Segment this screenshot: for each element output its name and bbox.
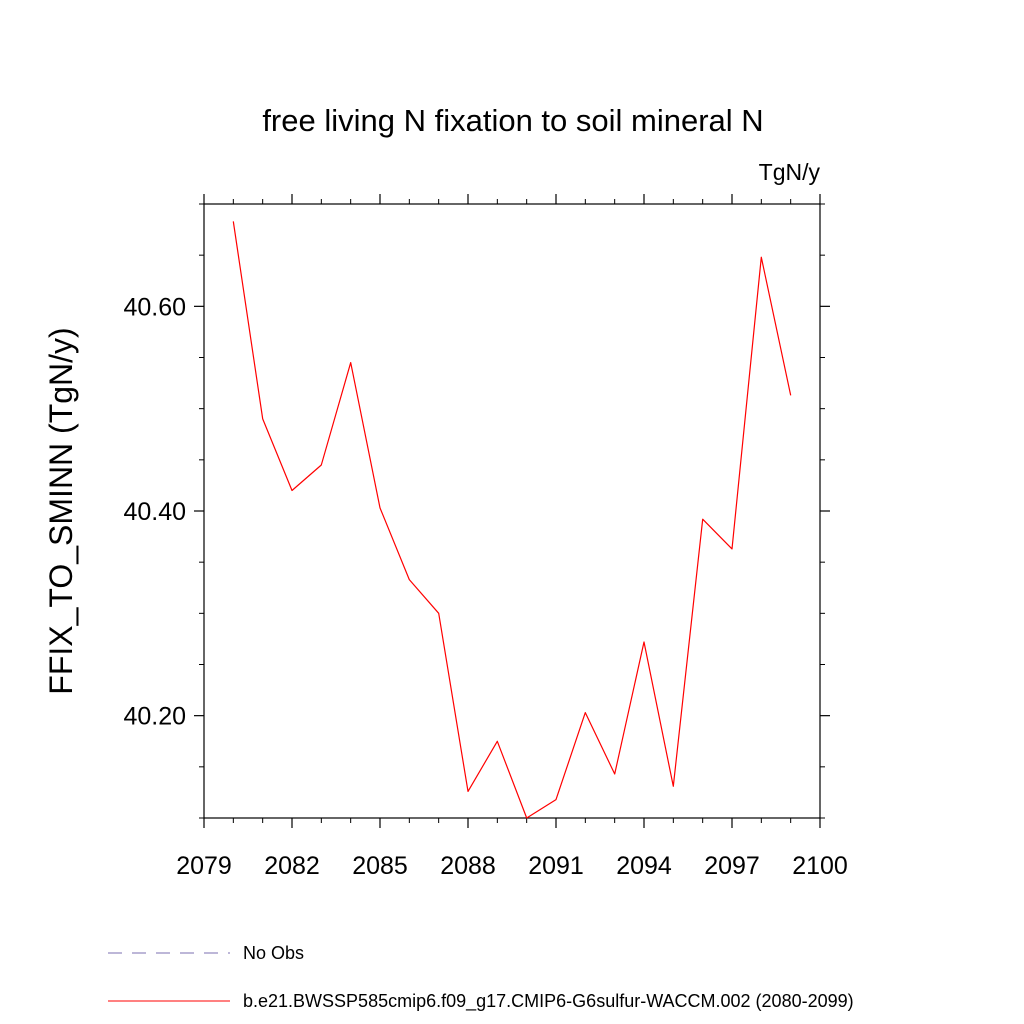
tick-labels: 2079 2082 2085 2088 2091 2094 2097 2100 40.20 40.… xyxy=(123,293,847,880)
x-tick-label: 2097 xyxy=(704,852,760,880)
units-label: TgN/y xyxy=(759,159,821,185)
x-tick-label: 2082 xyxy=(264,852,320,880)
series-group xyxy=(232,221,792,819)
x-tick-label: 2088 xyxy=(440,852,496,880)
axis-ticks xyxy=(194,194,830,828)
legend: No Obs b.e21.BWSSP585cmip6.f09_g17.CMIP6-… xyxy=(108,943,854,1012)
y-axis-label: FFIX_TO_SMINN (TgN/y) xyxy=(43,327,79,694)
legend-label: No Obs xyxy=(243,943,304,963)
legend-label: b.e21.BWSSP585cmip6.f09_g17.CMIP6-G6sulf… xyxy=(243,991,854,1012)
x-tick-label: 2091 xyxy=(528,852,584,880)
chart-title: free living N fixation to soil mineral N xyxy=(262,103,763,138)
y-tick-label: 40.40 xyxy=(123,498,186,526)
x-tick-label: 2079 xyxy=(176,852,232,880)
x-tick-label: 2100 xyxy=(792,852,848,880)
series-line xyxy=(232,221,792,819)
y-tick-label: 40.20 xyxy=(123,703,186,731)
x-tick-label: 2094 xyxy=(616,852,672,880)
x-tick-label: 2085 xyxy=(352,852,408,880)
plot-frame xyxy=(203,203,821,819)
y-tick-label: 40.60 xyxy=(123,293,186,321)
